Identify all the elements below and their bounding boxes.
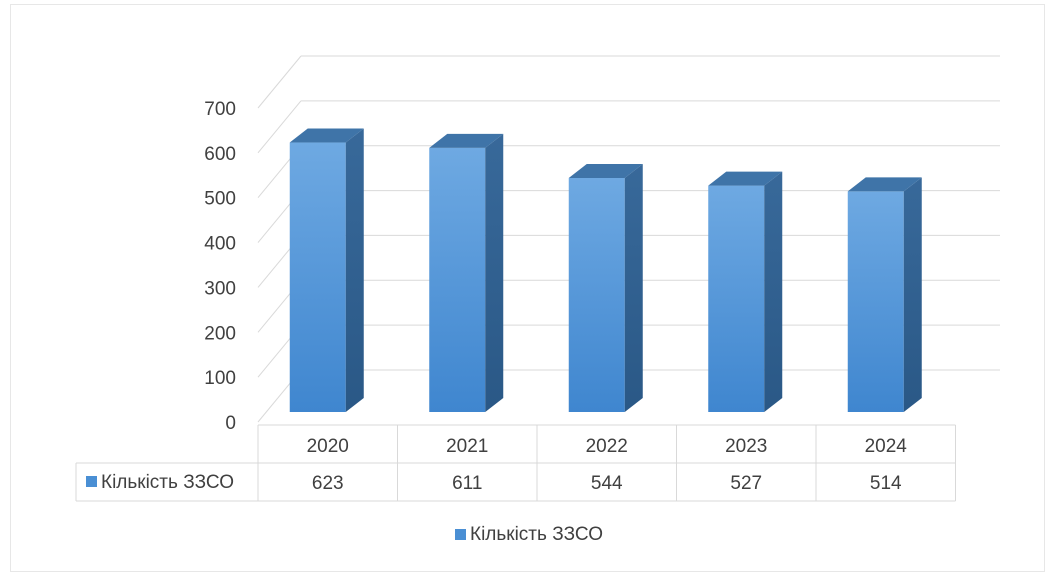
gridline-diagonal xyxy=(257,100,302,154)
bar xyxy=(708,171,783,412)
bar-side xyxy=(485,133,504,412)
bar-side xyxy=(764,171,783,412)
legend-label: Кількість ЗЗСО xyxy=(470,524,603,545)
data-value: 527 xyxy=(730,473,762,494)
y-tick-label: 100 xyxy=(204,368,236,389)
bar-top xyxy=(568,163,643,178)
y-tick-label: 0 xyxy=(225,413,236,434)
bar-side xyxy=(903,177,922,412)
y-tick-label: 300 xyxy=(204,278,236,299)
bars xyxy=(289,128,922,413)
data-value: 623 xyxy=(312,473,344,494)
bar-front xyxy=(708,185,765,412)
category-label: 2020 xyxy=(307,436,349,457)
bar-side xyxy=(624,163,643,412)
category-label: 2024 xyxy=(865,436,908,457)
bar-top xyxy=(847,177,922,192)
legend-marker xyxy=(455,529,466,540)
bar xyxy=(847,177,922,412)
bar xyxy=(429,133,504,412)
bar-front xyxy=(847,191,904,412)
bar-front xyxy=(289,142,346,413)
table-series-marker xyxy=(86,476,97,487)
category-label: 2022 xyxy=(586,436,628,457)
y-tick-label: 700 xyxy=(204,99,236,120)
gridline-diagonal xyxy=(257,55,302,109)
chart-area xyxy=(10,4,1045,572)
legend: Кількість ЗЗСО xyxy=(455,524,603,545)
y-axis: 0 100 200 300 400 500 600 700 xyxy=(204,99,236,434)
bar-top xyxy=(429,133,504,148)
y-tick-label: 500 xyxy=(204,189,236,210)
data-value: 544 xyxy=(591,473,623,494)
bar xyxy=(289,128,364,413)
y-tick-label: 600 xyxy=(204,144,236,165)
category-label: 2021 xyxy=(446,436,488,457)
bar-side xyxy=(345,128,364,413)
data-table: 2020 2021 2022 2023 2024 Кількість ЗЗСО 623 611… xyxy=(75,424,956,502)
category-label: 2023 xyxy=(725,436,767,457)
bar-top xyxy=(289,128,364,143)
y-tick-label: 200 xyxy=(204,323,236,344)
bar-front xyxy=(568,177,625,412)
bar-top xyxy=(708,171,783,186)
data-value: 611 xyxy=(452,473,482,494)
data-value: 514 xyxy=(870,473,902,494)
bar xyxy=(568,163,643,412)
table-series-label: Кількість ЗЗСО xyxy=(101,472,234,493)
y-tick-label: 400 xyxy=(204,234,236,255)
bar-front xyxy=(429,147,486,412)
